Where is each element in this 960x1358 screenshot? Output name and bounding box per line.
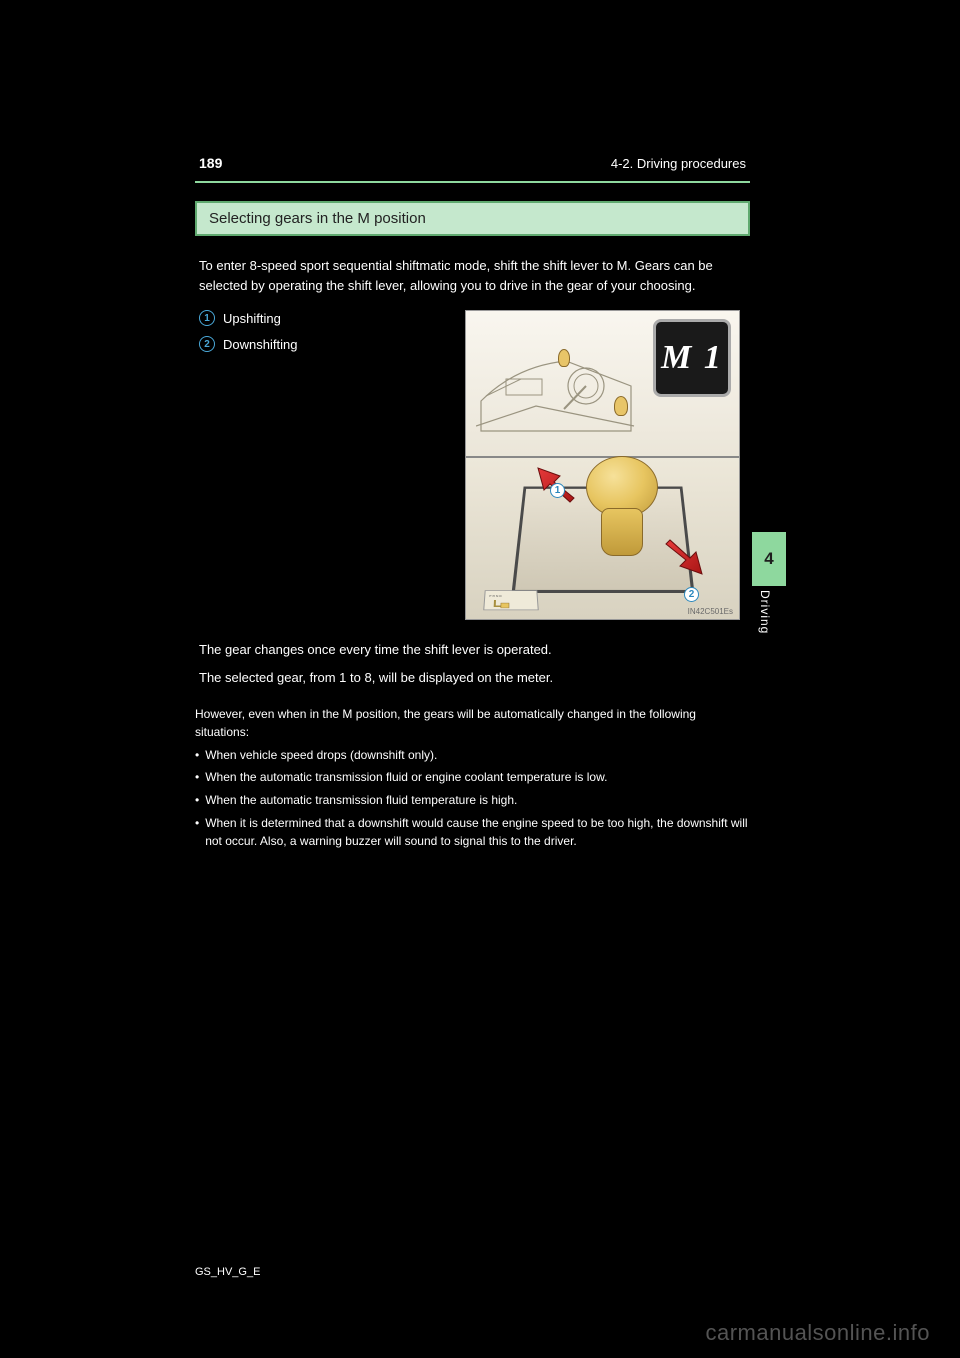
chapter-tab-number: 4 (764, 549, 773, 569)
shift-pattern-panel-icon: P R N D (483, 591, 539, 611)
page-header-row: 189 4-2. Driving procedures (195, 155, 750, 181)
left-column: 1 Upshifting 2 Downshifting (199, 310, 449, 620)
small-knob-icon (558, 349, 570, 367)
note-item-1: • When the automatic transmission fluid … (195, 768, 750, 787)
bullet-icon: • (195, 768, 199, 787)
breadcrumb: 4-2. Driving procedures (611, 156, 746, 171)
m1-badge: M 1 (653, 319, 731, 397)
note-item-3: • When it is determined that a downshift… (195, 814, 750, 851)
notes-title-text: However, even when in the M position, th… (195, 705, 750, 742)
callout-2-icon: 2 (684, 587, 699, 602)
page-container: 189 4-2. Driving procedures Selecting ge… (195, 155, 750, 1105)
header-divider (195, 181, 750, 183)
note-text-2: When the automatic transmission fluid te… (205, 791, 517, 810)
bullet-icon: • (195, 814, 199, 851)
action-upshift: 1 Upshifting (199, 310, 449, 326)
circled-2-icon: 2 (199, 336, 215, 352)
knob-stem-icon (601, 508, 643, 556)
notes-title: However, even when in the M position, th… (195, 705, 750, 742)
m-badge-text: M 1 (661, 339, 723, 377)
action-downshift: 2 Downshifting (199, 336, 449, 352)
svg-text:P R N D: P R N D (489, 595, 503, 598)
right-column: M 1 (465, 310, 746, 620)
chapter-tab-label: Driving (758, 590, 772, 634)
lower-para-2: The selected gear, from 1 to 8, will be … (199, 668, 746, 688)
bullet-icon: • (195, 746, 199, 765)
lower-body-text: The gear changes once every time the shi… (195, 640, 750, 688)
arrow-downshift-icon (650, 536, 710, 585)
watermark: carmanualsonline.info (705, 1320, 930, 1346)
lower-para-1: The gear changes once every time the shi… (199, 640, 746, 660)
illustration-bottom-panel: 1 2 P R N D IN42C501Es (466, 456, 739, 619)
model-code-footer: GS_HV_G_E (195, 1266, 260, 1278)
illustration-top-panel: M 1 (466, 311, 739, 456)
two-column-layout: 1 Upshifting 2 Downshifting (195, 310, 750, 620)
small-knob2-icon (614, 396, 628, 416)
callout-1-icon: 1 (550, 483, 565, 498)
shift-lever-illustration: M 1 (465, 310, 740, 620)
page-number: 189 (199, 155, 222, 171)
intro-paragraph: To enter 8-speed sport sequential shiftm… (195, 256, 750, 296)
bullet-icon: • (195, 791, 199, 810)
note-item-2: • When the automatic transmission fluid … (195, 791, 750, 810)
section-header: Selecting gears in the M position (195, 201, 750, 236)
circled-1-icon: 1 (199, 310, 215, 326)
callout-1: 1 (550, 480, 565, 498)
note-item-0: • When vehicle speed drops (downshift on… (195, 746, 750, 765)
callout-2: 2 (684, 584, 699, 602)
image-code: IN42C501Es (688, 607, 733, 616)
note-text-3: When it is determined that a downshift w… (205, 814, 750, 851)
chapter-tab[interactable]: 4 (752, 532, 786, 586)
shift-knob-icon (586, 456, 658, 544)
downshift-label: Downshifting (223, 337, 297, 352)
upshift-label: Upshifting (223, 311, 281, 326)
note-text-1: When the automatic transmission fluid or… (205, 768, 607, 787)
notes-block: However, even when in the M position, th… (195, 705, 750, 851)
note-text-0: When vehicle speed drops (downshift only… (205, 746, 437, 765)
dashboard-sketch-icon (476, 331, 636, 441)
section-title: Selecting gears in the M position (209, 210, 426, 227)
